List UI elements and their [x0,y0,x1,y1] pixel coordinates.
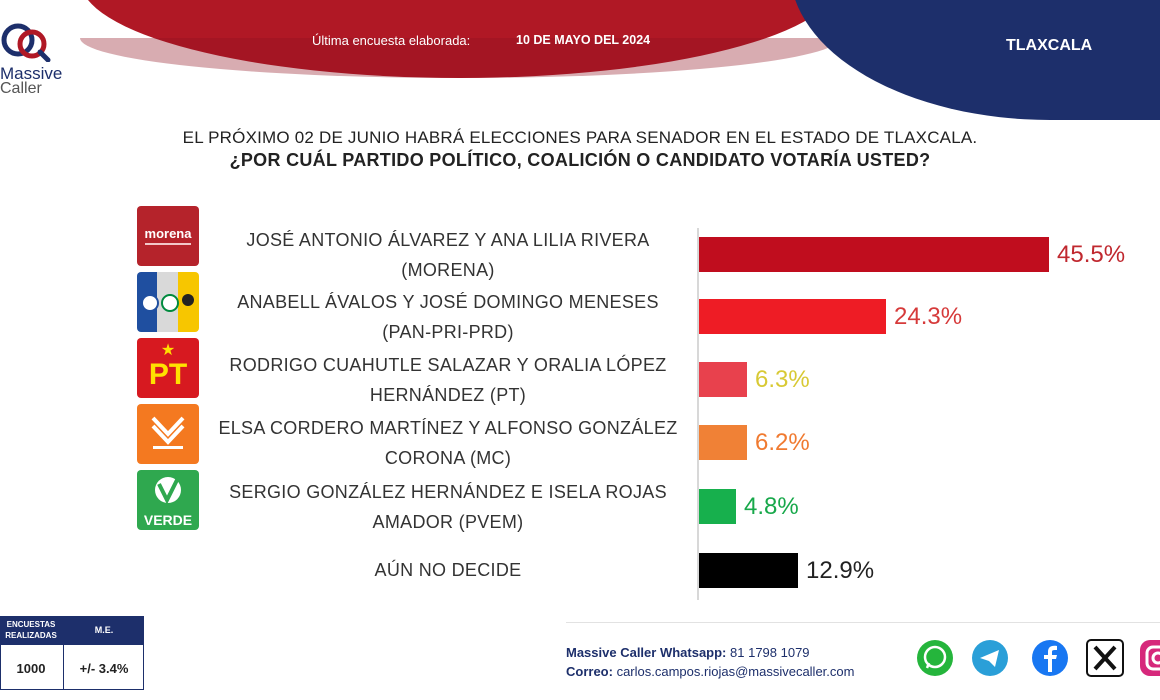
morena-logo-text: morena [144,226,192,241]
mc-logo-icon [137,404,199,464]
survey-info-table-header [1,617,143,645]
bar [699,425,747,460]
bar-value-label: 45.5% [1057,241,1126,268]
bar-value-label: 12.9% [806,557,875,584]
bar-label-line-1: JOSÉ ANTONIO ÁLVAREZ Y ANA LILIA RIVERA [246,230,650,250]
bar-label-line-1: RODRIGO CUAHUTLE SALAZAR Y ORALIA LÓPEZ [229,355,667,375]
bar-label-line-1: SERGIO GONZÁLEZ HERNÁNDEZ E ISELA ROJAS [229,482,667,502]
whatsapp-number: 81 1798 1079 [730,645,810,660]
email-address: carlos.campos.riojas@massivecaller.com [616,664,855,679]
pvem-logo-icon: VERDE [137,470,199,530]
margin-error-header: M.E. [94,625,114,635]
bar-label: ANABELL ÁVALOS Y JOSÉ DOMINGO MENESES (PA… [218,287,678,347]
morena-logo-icon: morena [137,206,199,266]
survey-info-table: ENCUESTAS REALIZADAS M.E. 1000 +/- 3.4% [0,616,144,690]
bar [699,553,798,588]
bar-label-line-2: HERNÁNDEZ (PT) [369,385,527,405]
header-red-band [80,0,840,78]
margin-error-value: +/- 3.4% [79,661,129,676]
bar-label-line-1: ANABELL ÁVALOS Y JOSÉ DOMINGO MENESES [237,292,659,312]
bar-label-line-2: AMADOR (PVEM) [372,512,524,532]
bar-label-line-2: CORONA (MC) [384,448,512,468]
pt-logo-text: PT [148,358,188,391]
bar-value-label: 4.8% [744,493,799,520]
whatsapp-label: Massive Caller Whatsapp: [566,645,727,660]
email-contact: Correo: carlos.campos.riojas@massivecall… [566,664,854,679]
bar-label: ELSA CORDERO MARTÍNEZ Y ALFONSO GONZÁLEZ… [218,413,678,473]
logo-text-massive: Massive [0,64,63,83]
bar-label-line-2: (PAN-PRI-PRD) [382,322,514,342]
pt-logo-icon: ★ PT [137,338,199,398]
bar-label: SERGIO GONZÁLEZ HERNÁNDEZ E ISELA ROJAS A… [218,477,678,537]
bar [699,362,747,397]
pvem-logo-text: VERDE [143,512,193,528]
footer-divider [566,622,1160,623]
bar-label: RODRIGO CUAHUTLE SALAZAR Y ORALIA LÓPEZ H… [218,350,678,410]
bar-value-label: 6.3% [755,366,810,393]
bar [699,299,886,334]
email-label: Correo: [566,664,613,679]
question-line-2: ¿POR CUÁL PARTIDO POLÍTICO, COALICIÓN O … [229,150,931,170]
chart-axis-line [697,228,699,600]
massive-caller-logo-icon [1,23,51,62]
header-date: 10 DE MAYO DEL 2024 [516,33,651,47]
instagram-icon[interactable] [1138,638,1160,678]
bar-value-label: 24.3% [894,303,963,330]
bar-label-line-2: (MORENA) [401,260,495,280]
x-icon[interactable] [1085,638,1125,678]
surveys-header: ENCUESTAS REALIZADAS [1,619,61,641]
logo-text-caller: Caller [0,80,42,97]
bar-label: AÚN NO DECIDE [374,560,522,580]
bar-label: JOSÉ ANTONIO ÁLVAREZ Y ANA LILIA RIVERA (… [218,225,678,285]
bar-label-line-1: ELSA CORDERO MARTÍNEZ Y ALFONSO GONZÁLEZ [218,418,678,438]
facebook-icon[interactable] [1030,638,1070,678]
table-divider [63,645,64,689]
whatsapp-contact: Massive Caller Whatsapp: 81 1798 1079 [566,645,810,660]
header-blue-band [790,0,1160,120]
surveys-header-line-2: REALIZADAS [5,631,57,640]
bar [699,237,1049,272]
surveys-header-line-1: ENCUESTAS [6,620,56,629]
whatsapp-icon[interactable] [915,638,955,678]
pan-pri-prd-logo-icon [137,272,199,332]
surveys-count: 1000 [16,661,46,676]
header-caption: Última encuesta elaborada: [312,33,471,48]
bar [699,489,736,524]
bar-value-label: 6.2% [755,429,810,456]
state-name: TLAXCALA [1006,37,1093,54]
question-line-1: EL PRÓXIMO 02 DE JUNIO HABRÁ ELECCIONES … [182,128,978,147]
telegram-icon[interactable] [970,638,1010,678]
